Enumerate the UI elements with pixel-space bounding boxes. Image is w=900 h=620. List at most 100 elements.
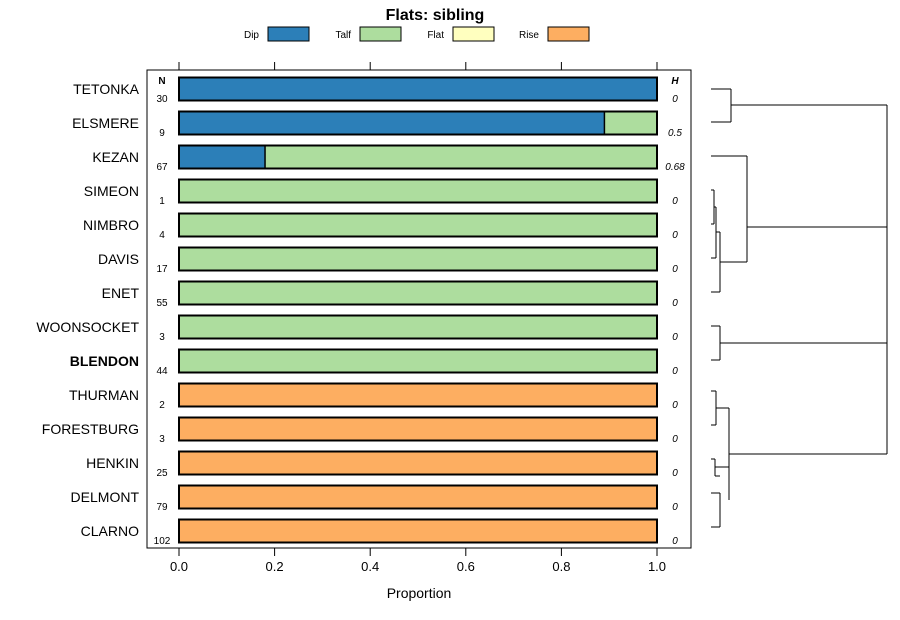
bar-segment-talf <box>179 179 657 203</box>
row-kezan: KEZAN 67 0.68 <box>92 144 685 173</box>
bar-outline <box>178 76 658 102</box>
bar-outline <box>178 178 658 204</box>
h-value: 0 <box>672 536 678 547</box>
n-value: 1 <box>159 196 165 207</box>
n-value: 44 <box>156 366 168 377</box>
row-davis: DAVIS 17 0 <box>98 246 678 275</box>
n-value: 30 <box>156 94 168 105</box>
bar-segment-talf <box>604 111 657 135</box>
plot-frame <box>146 69 692 549</box>
n-value: 25 <box>156 468 168 479</box>
bar-outline <box>178 280 658 306</box>
n-value: 3 <box>159 434 165 445</box>
chart-title: Flats: sibling <box>386 7 485 24</box>
category-label: HENKIN <box>86 455 139 471</box>
legend-label-dip: Dip <box>244 30 259 41</box>
legend-label-rise: Rise <box>519 30 539 41</box>
category-label: DAVIS <box>98 251 139 267</box>
category-label: CLARNO <box>81 523 139 539</box>
n-value: 55 <box>156 298 168 309</box>
row-tetonka: TETONKA 30 0 <box>73 76 678 105</box>
legend-label-flat: Flat <box>427 30 444 41</box>
bar-outline <box>178 314 658 340</box>
row-henkin: HENKIN 25 0 <box>86 450 678 479</box>
bar-segment-rise <box>179 519 657 543</box>
h-value: 0 <box>672 332 678 343</box>
bar-segment-talf <box>179 315 657 339</box>
h-value: 0 <box>672 468 678 479</box>
x-axis-label: Proportion <box>387 585 452 601</box>
x-tick-label-2: 0.4 <box>361 559 379 574</box>
legend-swatch-talf <box>359 26 402 42</box>
h-value: 0 <box>672 196 678 207</box>
bar-segment-talf <box>179 349 657 373</box>
bar-segment-rise <box>179 451 657 475</box>
category-label: NIMBRO <box>83 217 139 233</box>
x-tick-label-0: 0.0 <box>170 559 188 574</box>
category-label: BLENDON <box>70 353 139 369</box>
bar-outline <box>178 416 658 442</box>
row-nimbro: NIMBRO 4 0 <box>83 212 678 241</box>
category-label: WOONSOCKET <box>36 319 139 335</box>
h-value: 0 <box>672 502 678 513</box>
n-value: 17 <box>156 264 168 275</box>
n-value: 4 <box>159 230 165 241</box>
bar-outline <box>178 348 658 374</box>
legend: Dip Talf Flat Rise <box>244 26 590 42</box>
h-value: 0 <box>672 264 678 275</box>
x-axis-top <box>178 62 658 70</box>
n-value: 67 <box>156 162 168 173</box>
h-value: 0 <box>672 366 678 377</box>
bar-segment-talf <box>265 145 657 169</box>
h-value: 0 <box>672 298 678 309</box>
bar-outline <box>178 144 658 170</box>
bar-outline <box>178 382 658 408</box>
h-value: 0 <box>672 434 678 445</box>
category-label: KEZAN <box>92 149 139 165</box>
n-column-header: N <box>158 76 165 87</box>
n-value: 3 <box>159 332 165 343</box>
bar-segment-talf <box>179 281 657 305</box>
legend-label-talf: Talf <box>335 30 351 41</box>
h-column-header: H <box>671 76 679 87</box>
h-value: 0 <box>672 230 678 241</box>
dendrogram <box>711 88 888 528</box>
row-forestburg: FORESTBURG 3 0 <box>42 416 678 445</box>
row-elsmere: ELSMERE 9 0.5 <box>72 110 682 139</box>
row-woonsocket: WOONSOCKET 3 0 <box>36 314 678 343</box>
bar-segment-talf <box>179 247 657 271</box>
h-value: 0.68 <box>665 162 685 173</box>
h-value: 0 <box>672 400 678 411</box>
category-label: TETONKA <box>73 81 140 97</box>
category-label: FORESTBURG <box>42 421 139 437</box>
legend-swatch-rise <box>547 26 590 42</box>
category-label: SIMEON <box>84 183 139 199</box>
bar-outline <box>178 484 658 510</box>
category-label: THURMAN <box>69 387 139 403</box>
n-value: 2 <box>159 400 165 411</box>
row-enet: ENET 55 0 <box>102 280 678 309</box>
category-label: ELSMERE <box>72 115 139 131</box>
x-tick-label-4: 0.8 <box>552 559 570 574</box>
h-value: 0 <box>672 94 678 105</box>
category-label: DELMONT <box>71 489 140 505</box>
category-label: ENET <box>102 285 140 301</box>
n-value: 9 <box>159 128 165 139</box>
row-thurman: THURMAN 2 0 <box>69 382 678 411</box>
legend-swatch-flat <box>452 26 495 42</box>
x-axis-bottom: 0.0 0.2 0.4 0.6 0.8 1.0 <box>170 548 666 574</box>
x-tick-label-5: 1.0 <box>648 559 666 574</box>
bar-segment-rise <box>179 383 657 407</box>
bar-segment-rise <box>179 417 657 441</box>
bar-outline <box>178 450 658 476</box>
x-tick-label-1: 0.2 <box>266 559 284 574</box>
bar-segment-rise <box>179 485 657 509</box>
bar-outline <box>178 212 658 238</box>
bar-segment-talf <box>179 213 657 237</box>
h-value: 0.5 <box>668 128 682 139</box>
bar-outline <box>178 246 658 272</box>
x-tick-label-3: 0.6 <box>457 559 475 574</box>
bar-segment-dip <box>179 77 657 101</box>
